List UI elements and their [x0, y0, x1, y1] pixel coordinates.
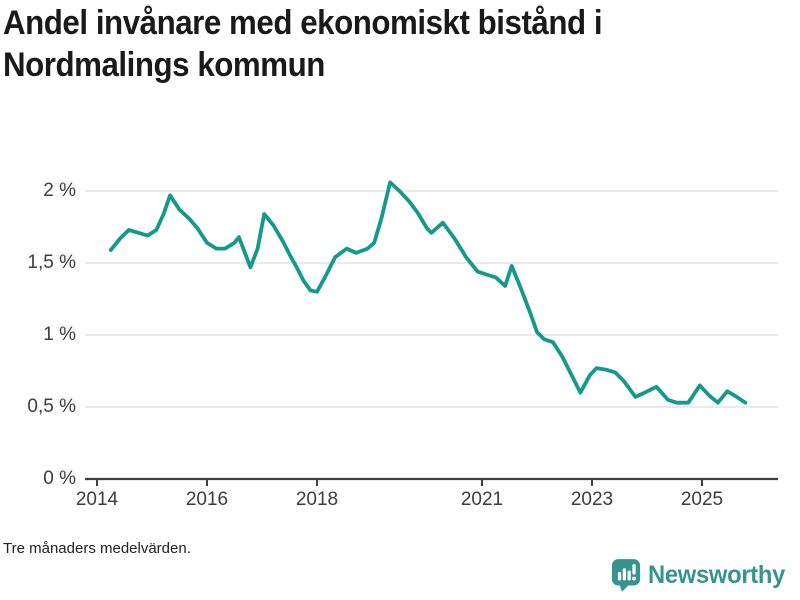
y-axis-tick-label: 1 % — [43, 324, 76, 345]
footnote: Tre månaders medelvärden. — [3, 540, 191, 557]
brand-lockup: Newsworthy — [611, 558, 792, 593]
brand-wordmark: Newsworthy — [647, 561, 785, 589]
y-axis-tick-label: 0 % — [43, 468, 76, 489]
chart-title-line: Andel invånare med ekonomiskt bistånd i — [3, 4, 603, 42]
y-axis-tick-label: 0,5 % — [27, 396, 76, 417]
data-line-series — [108, 180, 748, 405]
x-axis-tick-label: 2014 — [75, 489, 119, 510]
y-axis-tick-label: 2 % — [43, 180, 76, 201]
x-axis-tick-label: 2018 — [295, 489, 339, 510]
newsworthy-logo-icon — [611, 559, 640, 592]
y-axis-tick-label: 1,5 % — [27, 252, 76, 273]
x-axis-tick-label: 2025 — [680, 489, 724, 510]
x-axis-tick-label: 2023 — [570, 489, 614, 510]
chart-title: Andel invånare med ekonomiskt bistånd i N… — [3, 2, 702, 86]
x-axis-tick-label: 2021 — [460, 489, 504, 510]
chart-title-line: Nordmalings kommun — [3, 46, 325, 85]
x-axis-tick-label: 2016 — [185, 489, 229, 510]
